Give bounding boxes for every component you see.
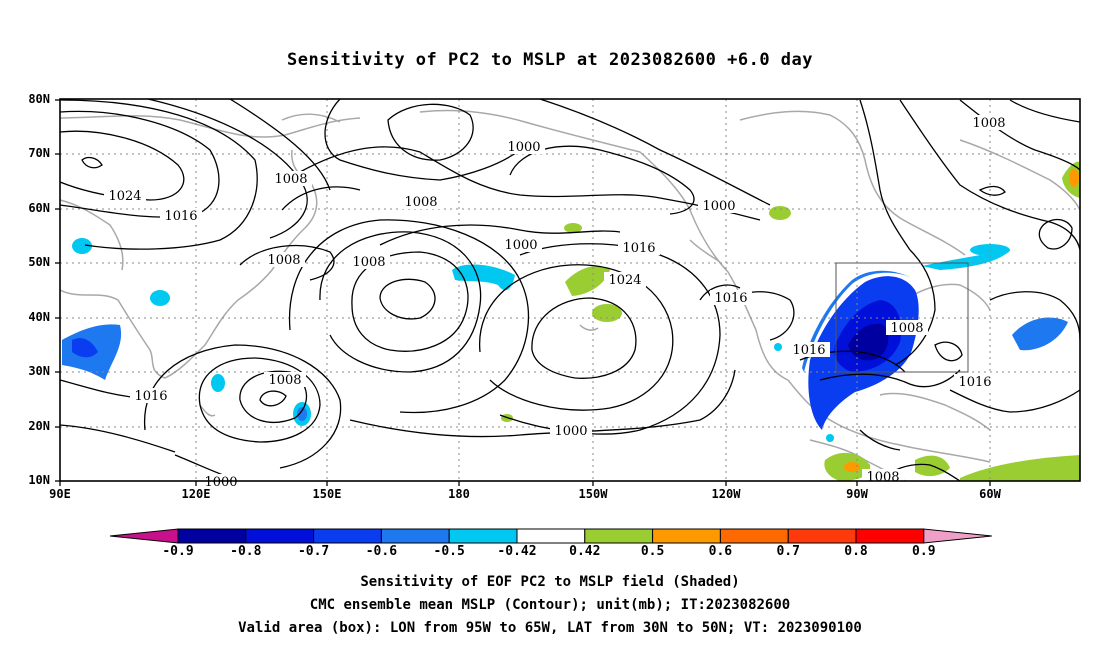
lon-label: 90W [846,487,868,501]
contour-label: 1008 [352,255,385,270]
colorbar-left-tip [109,528,179,544]
contour-label: 1000 [507,140,540,155]
lon-label: 120W [711,487,741,501]
shade-asia-spot-3 [211,374,225,392]
lat-label: 30N [28,364,50,378]
colorbar-label: 0.8 [844,544,868,559]
colorbar-label: 0.9 [912,544,936,559]
contour-label: 1016 [714,291,747,306]
caption-shading: Sensitivity of EOF PC2 to MSLP field (Sh… [360,574,740,590]
lat-label: 40N [28,310,50,324]
lat-label: 50N [28,255,50,269]
colorbar-swatch [652,528,721,544]
contour-label: 1016 [622,241,655,256]
contour-label: 1008 [268,373,301,388]
colorbar-swatch [245,528,315,544]
contour-label: 1000 [504,238,537,253]
colorbar-swatch [719,528,789,544]
map-title: Sensitivity of PC2 to MSLP at 2023082600… [286,50,813,70]
contour-label: 1000 [702,199,735,214]
contour-label: 1024 [108,189,141,204]
contour-label: 1000 [554,424,587,439]
colorbar-label: -0.8 [230,544,262,559]
colorbar-swatch [448,528,518,544]
contour-label: 1024 [608,273,641,288]
shade-orange-caribbean [844,462,860,472]
lon-label: 120E [181,487,211,501]
axis-ticks [55,99,991,486]
colorbar-label: -0.9 [162,544,194,559]
contour-label: 1008 [274,172,307,187]
lat-label: 60N [28,201,50,215]
lat-label: 70N [28,146,50,160]
valid-area-box [835,262,969,373]
shade-asia-spot-5 [297,407,307,421]
shade-asia-spot-2 [150,290,170,306]
shade-green-4 [769,206,791,220]
shade-asia-spot-1 [72,238,92,254]
colorbar-label: 0.6 [708,544,733,559]
shade-green-3 [564,223,582,233]
caption-contour: CMC ensemble mean MSLP (Contour); unit(m… [309,597,791,613]
colorbar-label: -0.7 [297,544,330,559]
colorbar-label: 0.5 [640,544,665,559]
shade-pacific-blue [452,264,515,291]
caption-valid-area: Valid area (box): LON from 95W to 65W, L… [238,620,862,636]
colorbar-label: 0.42 [569,544,601,559]
shade-light-east-us [802,270,912,372]
colorbar-swatch [380,528,450,544]
contour-label: 1008 [866,470,899,485]
shade-gulf-spot [826,434,834,442]
lat-label: 10N [28,473,50,487]
mslp-contours [60,99,1080,481]
shade-west-blue-2 [72,338,98,358]
map-frame [59,98,1081,482]
colorbar-swatch [177,528,247,544]
shade-atlantic [1012,317,1068,351]
lat-label: 80N [28,92,50,106]
colorbar [109,528,992,544]
lon-label: 60W [979,487,1001,501]
lat-label: 20N [28,419,50,433]
colorbar-swatch [855,528,925,544]
contour-label: 1008 [890,321,923,336]
lon-label: 180 [448,487,470,501]
contour-label: 1016 [958,375,991,390]
contour-label-text: 1024 1016 1008 1008 1000 1008 1000 1008 … [108,116,1005,490]
colorbar-right-tip [923,528,992,544]
shade-pacific-green [565,266,610,296]
colorbar-swatch [516,528,586,544]
colorbar-label: -0.6 [365,544,398,559]
contour-label-boxes [104,115,1010,481]
shade-green-2 [592,304,622,322]
colorbar-label: 0.7 [776,544,800,559]
contour-label: 1000 [204,475,237,490]
lon-label: 150W [578,487,608,501]
colorbar-swatch [584,528,654,544]
colorbar-label: -0.42 [497,544,537,559]
lon-label: 150E [312,487,342,501]
colorbar-label: -0.5 [433,544,465,559]
contour-label: 1008 [972,116,1005,131]
contour-label: 1016 [134,389,167,404]
contour-label: 1016 [792,343,825,358]
shade-orange-ne [1069,169,1079,187]
shade-us-spot [774,343,782,351]
colorbar-swatch [313,528,382,544]
shade-green-atlantic [960,455,1080,481]
contour-label: 1008 [404,195,437,210]
colorbar-swatch [787,528,857,544]
contour-label: 1008 [267,253,300,268]
contour-label: 1016 [164,209,197,224]
lon-label: 90E [49,487,71,501]
